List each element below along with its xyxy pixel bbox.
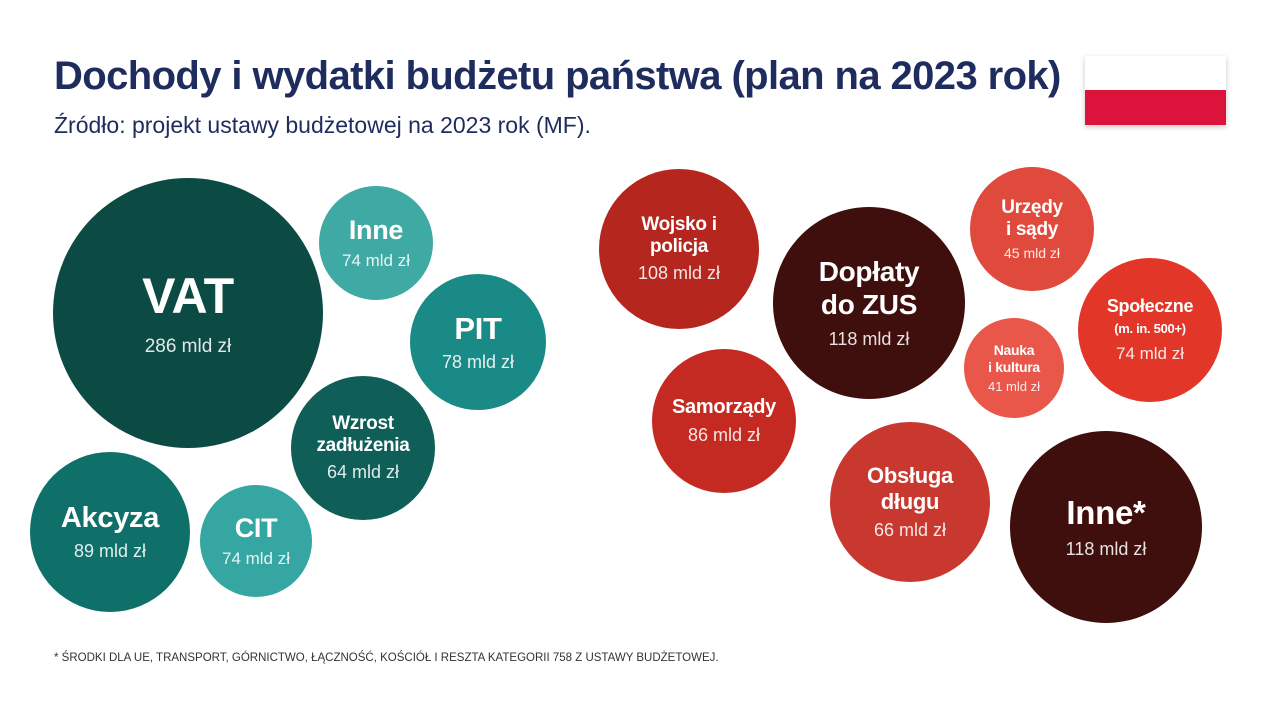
expense-bubble-samorzady: Samorządy 86 mld zł <box>652 349 796 493</box>
revenue-bubble-cit: CIT 74 mld zł <box>200 485 312 597</box>
bubble-label: Wzrost zadłużenia <box>316 412 410 456</box>
bubble-label: Wojsko i policja <box>641 213 717 257</box>
bubble-value: 41 mld zł <box>987 378 1041 394</box>
revenue-bubble-wzrost-zadluzenia: Wzrost zadłużenia 64 mld zł <box>291 376 435 520</box>
bubble-label: CIT <box>234 513 278 544</box>
bubble-label: Inne <box>348 214 404 245</box>
bubble-value: 86 mld zł <box>687 425 761 445</box>
poland-flag-icon <box>1085 56 1226 125</box>
bubble-label: PIT <box>454 311 502 347</box>
footnote: * ŚRODKI DLA UE, TRANSPORT, GÓRNICTWO, Ł… <box>54 652 719 664</box>
bubble-value: 74 mld zł <box>1115 343 1185 363</box>
flag-white-stripe <box>1085 56 1226 90</box>
expense-bubble-nauka-i-kultura: Nauka i kultura 41 mld zł <box>964 318 1064 418</box>
bubble-value: 78 mld zł <box>441 351 515 372</box>
flag-red-stripe <box>1085 90 1226 125</box>
revenue-bubble-pit: PIT 78 mld zł <box>410 274 546 410</box>
bubble-value: 64 mld zł <box>326 462 400 483</box>
chart-title: Dochody i wydatki budżetu państwa (plan … <box>54 54 1061 98</box>
bubble-label: Inne* <box>1066 493 1146 531</box>
bubble-value: 118 mld zł <box>1065 539 1147 560</box>
bubble-label: Dopłaty do ZUS <box>818 256 920 320</box>
bubble-label: Nauka i kultura <box>988 342 1040 375</box>
expense-bubble-wojsko-i-policja: Wojsko i policja 108 mld zł <box>599 169 759 329</box>
bubble-label: Samorządy <box>671 396 776 418</box>
expense-bubble-inne: Inne* 118 mld zł <box>1010 431 1202 623</box>
expense-bubble-spoleczne-m-in-500: Społeczne (m. in. 500+) 74 mld zł <box>1078 258 1222 402</box>
bubble-label: Akcyza <box>60 501 160 534</box>
expense-bubble-obsluga-dlugu: Obsługa długu 66 mld zł <box>830 422 990 582</box>
bubble-label: VAT <box>142 267 234 324</box>
bubble-value: 66 mld zł <box>873 519 947 540</box>
expense-bubble-urzedy-i-sady: Urzędy i sądy 45 mld zł <box>970 167 1094 291</box>
revenue-bubble-inne: Inne 74 mld zł <box>319 186 433 300</box>
expense-bubble-doplaty-do-zus: Dopłaty do ZUS 118 mld zł <box>773 207 965 399</box>
bubble-label: Urzędy i sądy <box>1001 196 1063 240</box>
revenue-bubble-akcyza: Akcyza 89 mld zł <box>30 452 190 612</box>
bubble-label: Obsługa długu <box>867 463 953 514</box>
bubble-value: 108 mld zł <box>637 263 721 284</box>
bubble-value: 89 mld zł <box>73 541 147 562</box>
bubble-value: 118 mld zł <box>828 328 910 349</box>
chart-subtitle: Źródło: projekt ustawy budżetowej na 202… <box>54 112 591 138</box>
bubble-value: 74 mld zł <box>341 251 411 271</box>
bubble-value: 45 mld zł <box>1003 245 1061 262</box>
bubble-value: 74 mld zł <box>221 548 291 568</box>
bubble-label: Społeczne (m. in. 500+) <box>1106 296 1194 336</box>
revenue-bubble-vat: VAT 286 mld zł <box>53 178 323 448</box>
bubble-value: 286 mld zł <box>144 336 232 358</box>
